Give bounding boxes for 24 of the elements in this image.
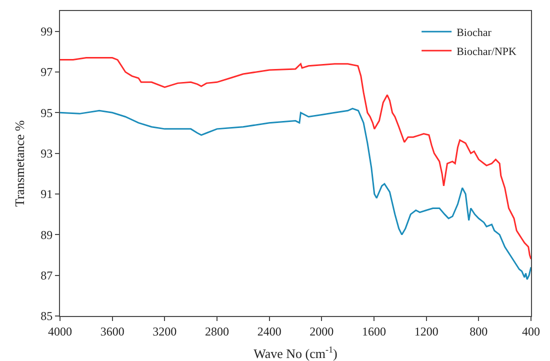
legend-label: Biochar xyxy=(456,26,492,39)
y-tick-label: 87 xyxy=(40,268,53,283)
x-tick-label: 800 xyxy=(470,324,488,338)
x-tick-label: 400 xyxy=(522,324,540,338)
x-tick-label: 3600 xyxy=(100,324,124,338)
x-tick-label: 2400 xyxy=(257,324,282,338)
y-tick-label: 85 xyxy=(40,309,53,324)
y-tick-label: 93 xyxy=(40,146,53,161)
y-tick-label: 97 xyxy=(40,65,53,80)
x-tick-label: 2000 xyxy=(310,324,334,338)
y-tick-label: 95 xyxy=(40,106,53,120)
x-tick-label: 2800 xyxy=(205,324,229,338)
x-tick-label: 1600 xyxy=(362,324,386,338)
y-tick-label: 99 xyxy=(40,24,53,39)
x-tick-label: 1200 xyxy=(414,324,438,338)
y-axis-title: Transmetance % xyxy=(12,120,27,207)
y-tick-label: 89 xyxy=(40,228,53,242)
x-axis-title: Wave No (cm$^{-1}$) xyxy=(254,344,338,361)
line-series xyxy=(60,108,531,280)
x-tick-label: 4000 xyxy=(48,324,72,338)
line-series xyxy=(60,57,531,260)
y-tick-label: 91 xyxy=(40,187,53,202)
x-tick-label: 3200 xyxy=(152,324,177,338)
legend-label: Biochar/NPK xyxy=(456,46,517,58)
